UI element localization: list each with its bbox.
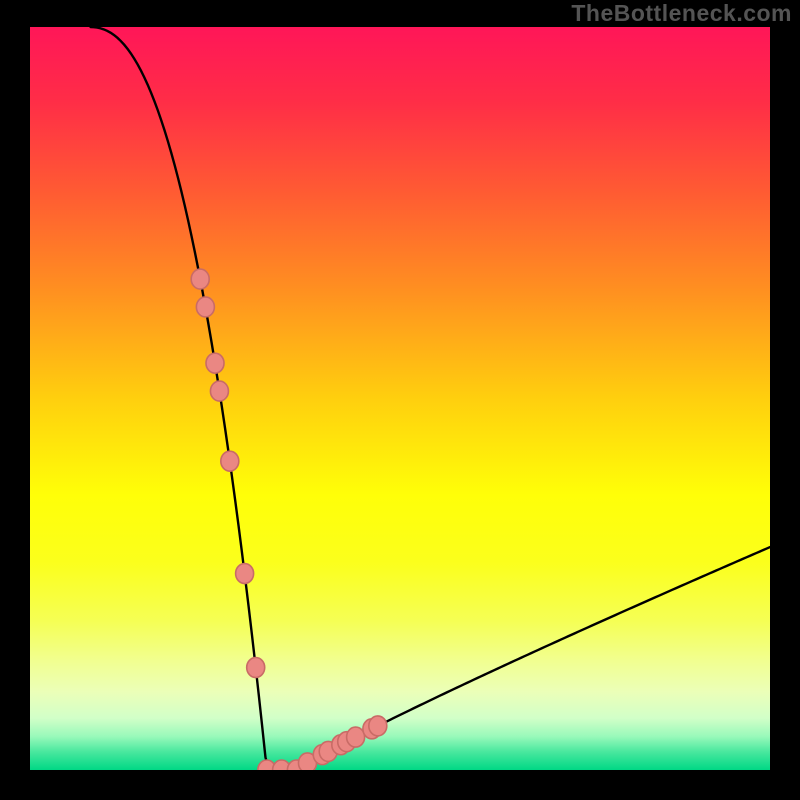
data-marker	[196, 297, 214, 317]
watermark-text: TheBottleneck.com	[571, 0, 792, 27]
data-marker	[236, 564, 254, 584]
data-marker	[247, 658, 265, 678]
data-marker	[221, 451, 239, 471]
data-marker	[369, 716, 387, 736]
data-marker	[347, 727, 365, 747]
chart-canvas: TheBottleneck.com	[0, 0, 800, 800]
data-marker	[191, 269, 209, 289]
data-marker	[210, 381, 228, 401]
data-marker	[206, 353, 224, 373]
gradient-background	[30, 27, 770, 770]
plot-svg	[30, 27, 770, 770]
plot-area	[30, 27, 770, 770]
